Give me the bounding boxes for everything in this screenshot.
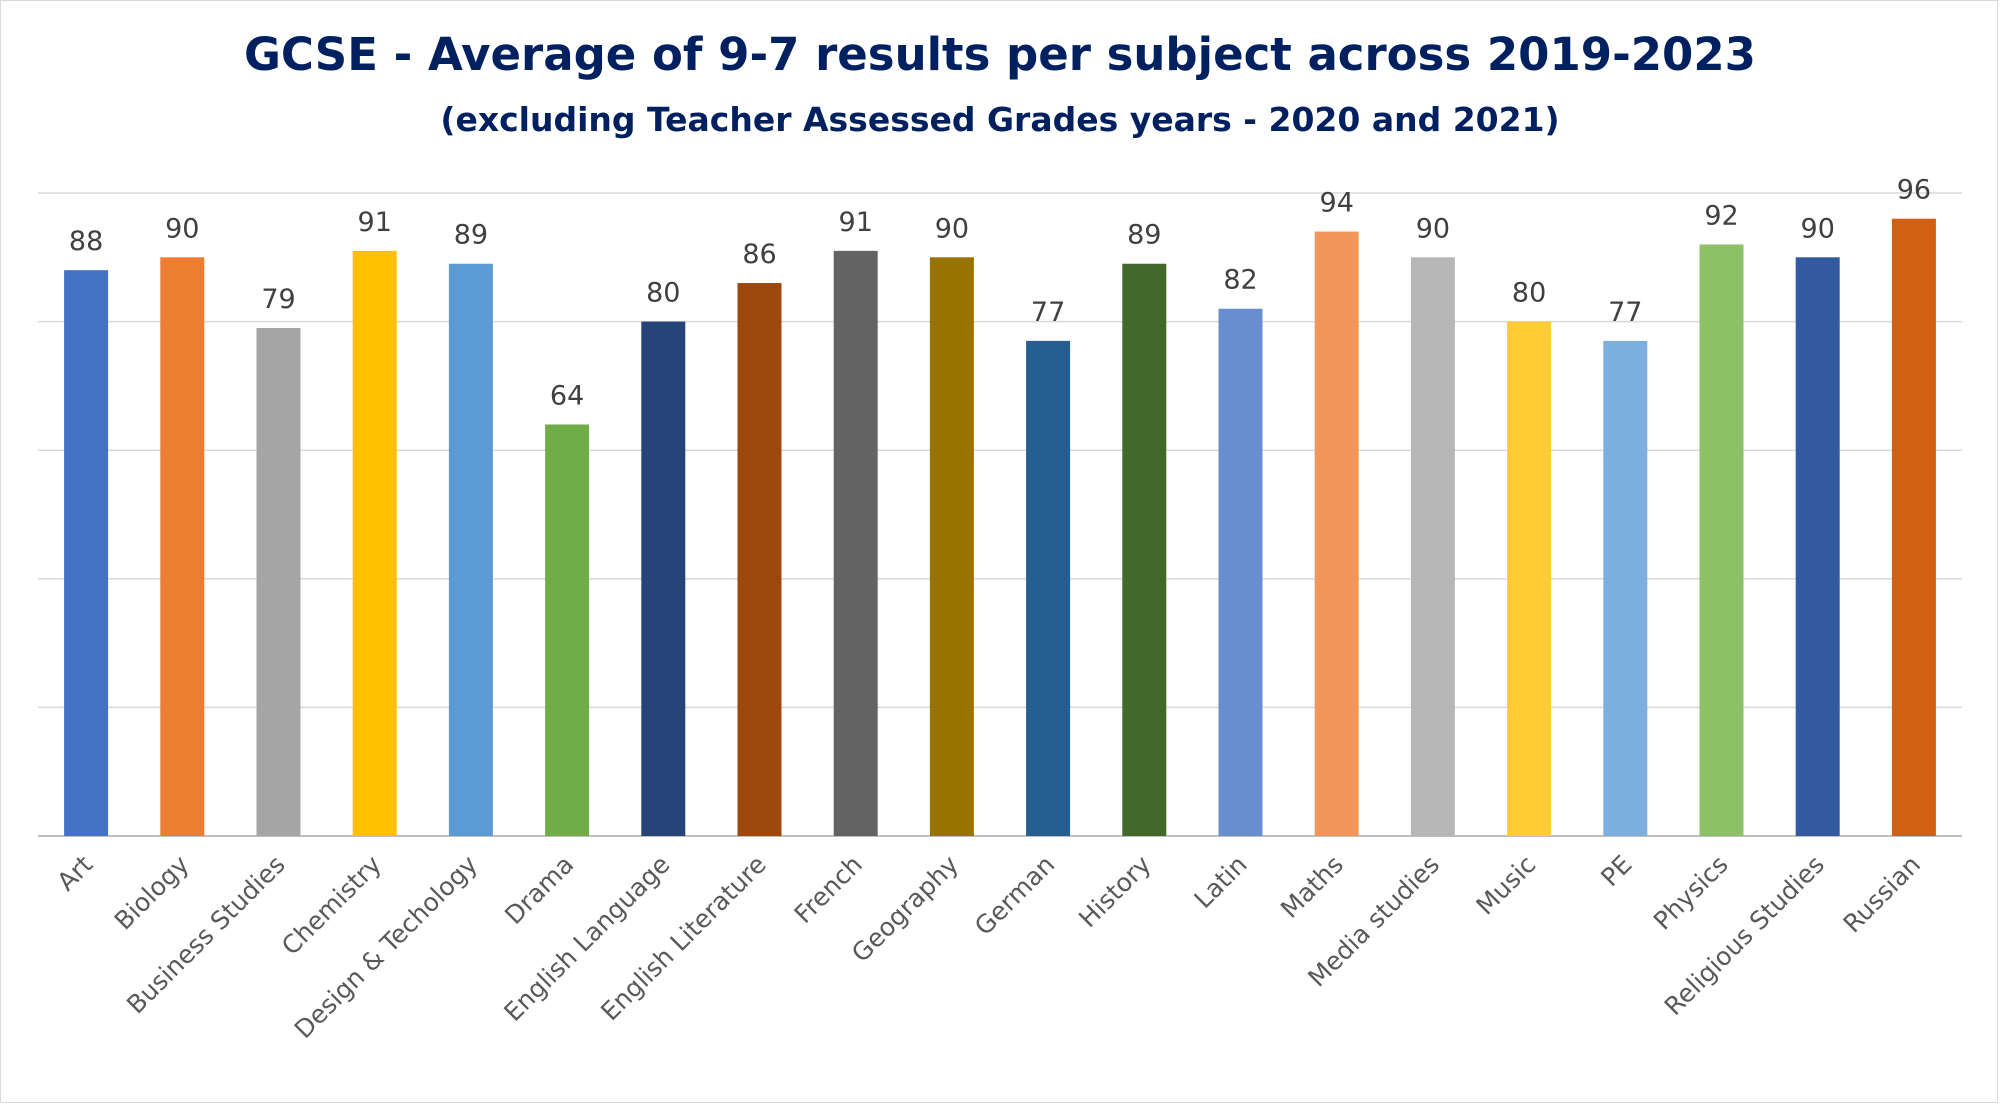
category-tick-label: Religious Studies [1659,850,1830,1021]
data-label: 79 [261,284,295,315]
category-tick-label: Latin [1189,850,1253,914]
data-label: 88 [69,226,103,257]
bar [1026,340,1071,836]
data-label: 80 [1512,278,1546,309]
category-tick-label: Music [1471,850,1542,921]
bar [1122,263,1167,837]
data-label: 94 [1320,188,1354,219]
category-tick-label: Drama [499,850,579,930]
category-tick-label: German [969,850,1060,941]
data-label: 91 [358,207,392,238]
category-tick-label: Business Studies [121,850,291,1020]
category-tick-label: Russian [1838,850,1927,939]
category-tick-label: English Literature [595,850,772,1027]
category-tick-label: Design & Techology [289,850,484,1045]
bar [833,250,878,836]
bar [1603,340,1648,836]
bar [160,257,205,836]
bar [929,257,974,836]
bar [256,328,301,836]
bar [1314,231,1359,836]
bars [64,218,1936,837]
category-tick-label: Art [52,850,99,897]
data-label: 89 [1127,220,1161,251]
chart-title: GCSE - Average of 9-7 results per subjec… [243,28,1756,81]
category-tick-label: French [789,850,868,929]
bar [641,321,686,837]
gridlines [38,192,1962,837]
bar [1410,257,1455,836]
data-labels: 88 90 79 91 89 64 80 86 91 90 77 89 82 94 90 80 77 92 90 96 [69,175,1931,412]
data-label: 89 [454,220,488,251]
category-tick-label: Biology [109,850,195,936]
data-label: 86 [742,239,776,270]
data-label: 80 [646,278,680,309]
data-label: 82 [1223,265,1257,296]
category-tick-label: Maths [1275,850,1349,924]
bar [64,270,109,836]
category-tick-label: PE [1595,850,1637,892]
category-tick-label: History [1073,850,1157,934]
data-label: 64 [550,380,584,411]
bar [545,424,590,836]
data-label: 77 [1031,297,1065,328]
bar [1891,218,1936,837]
data-label: 96 [1897,175,1931,206]
bar [1507,321,1552,837]
data-label: 90 [1801,213,1835,244]
bar [1218,308,1263,836]
bar [352,250,397,836]
data-label: 90 [165,213,199,244]
bar [448,263,493,837]
category-tick-label: Physics [1648,850,1734,936]
chart-subtitle: (excluding Teacher Assessed Grades years… [440,100,1560,139]
bar [1795,257,1840,836]
data-label: 90 [935,213,969,244]
data-label: 91 [839,207,873,238]
data-label: 90 [1416,213,1450,244]
data-label: 92 [1704,200,1738,231]
bar [1699,244,1744,836]
category-tick-label: English Language [498,850,675,1027]
bar [737,283,782,836]
data-label: 77 [1608,297,1642,328]
